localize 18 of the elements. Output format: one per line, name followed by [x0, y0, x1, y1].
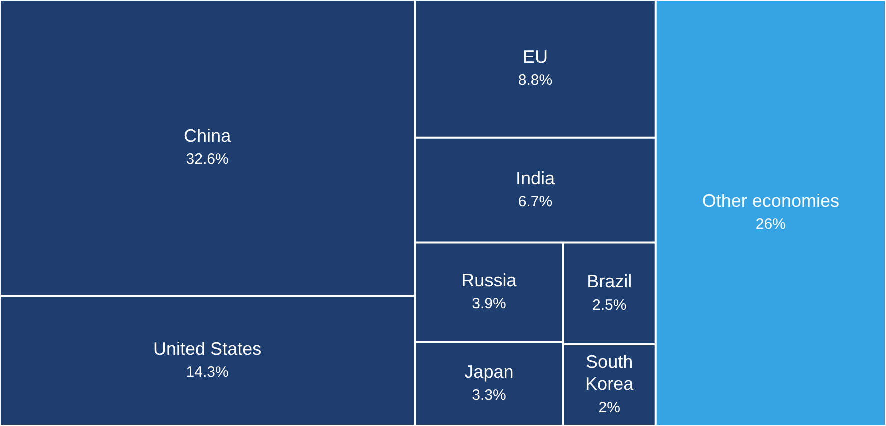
category-label: Other economies: [702, 190, 840, 211]
data-label: 3.3%: [472, 387, 506, 404]
data-label: 8.8%: [518, 72, 553, 90]
data-label: 32.6%: [186, 151, 229, 168]
category-label: South Korea: [586, 352, 635, 394]
category-label: Russia: [462, 270, 518, 290]
category-label: Brazil: [587, 272, 632, 292]
data-label: 2.5%: [592, 296, 627, 314]
category-label: Japan: [464, 362, 514, 382]
data-label: 6.7%: [518, 193, 553, 210]
category-label: China: [184, 126, 232, 146]
data-label: 2%: [598, 399, 620, 416]
data-label: 3.9%: [472, 296, 506, 313]
data-label: 14.3%: [186, 364, 229, 382]
data-label: 26%: [756, 216, 786, 234]
category-label: India: [516, 168, 556, 188]
category-label: United States: [154, 339, 262, 360]
category-label: EU: [522, 46, 548, 67]
